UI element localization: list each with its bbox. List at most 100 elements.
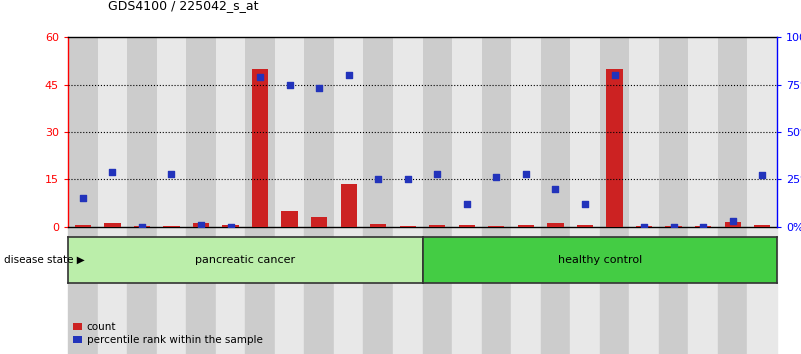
Bar — [275, 37, 304, 227]
Text: healthy control: healthy control — [557, 255, 642, 265]
Bar — [245, 227, 275, 354]
Point — [254, 74, 267, 80]
Bar — [658, 37, 688, 227]
Point — [756, 173, 769, 178]
Bar — [747, 227, 777, 354]
Bar — [311, 217, 328, 227]
Bar — [364, 37, 393, 227]
Bar — [481, 37, 511, 227]
Point — [312, 85, 325, 91]
Bar — [157, 37, 186, 227]
Bar — [429, 225, 445, 227]
Bar — [223, 225, 239, 227]
Bar — [452, 227, 481, 354]
Bar — [68, 227, 98, 354]
Bar — [127, 227, 157, 354]
Bar — [186, 37, 215, 227]
Bar — [489, 225, 505, 227]
Bar — [630, 37, 658, 227]
Text: GDS4100 / 225042_s_at: GDS4100 / 225042_s_at — [108, 0, 259, 12]
Point — [342, 72, 355, 78]
Bar — [423, 37, 452, 227]
Bar — [68, 37, 98, 227]
Bar — [511, 227, 541, 354]
Point — [224, 224, 237, 229]
Point — [431, 171, 444, 176]
Bar — [630, 227, 658, 354]
Bar — [215, 37, 245, 227]
Bar — [666, 225, 682, 227]
Bar — [193, 223, 209, 227]
Bar — [570, 37, 600, 227]
Bar — [577, 225, 593, 227]
Bar — [400, 225, 416, 227]
Bar — [393, 227, 423, 354]
Point — [461, 201, 473, 207]
Legend: count, percentile rank within the sample: count, percentile rank within the sample — [74, 322, 263, 345]
Bar — [452, 37, 481, 227]
Bar — [541, 37, 570, 227]
Point — [76, 195, 89, 201]
Bar — [252, 69, 268, 227]
Bar — [245, 37, 275, 227]
Bar — [163, 225, 179, 227]
Point — [727, 218, 739, 224]
Bar — [304, 227, 334, 354]
Point — [608, 72, 621, 78]
Point — [520, 171, 533, 176]
Point — [106, 169, 119, 175]
Bar — [636, 226, 652, 227]
Bar — [364, 227, 393, 354]
Point — [549, 186, 562, 192]
Bar — [127, 37, 157, 227]
Point — [401, 176, 414, 182]
Bar — [423, 227, 452, 354]
Point — [195, 222, 207, 228]
Bar — [600, 37, 630, 227]
Bar — [658, 227, 688, 354]
Bar — [718, 227, 747, 354]
Point — [667, 224, 680, 229]
Bar — [340, 184, 356, 227]
Bar — [481, 227, 511, 354]
Bar — [104, 223, 120, 227]
Bar — [725, 222, 741, 227]
Bar — [334, 37, 364, 227]
Bar — [98, 37, 127, 227]
Bar — [517, 225, 534, 227]
Bar — [754, 225, 771, 227]
Bar — [275, 227, 304, 354]
Bar — [281, 211, 298, 227]
Point — [284, 82, 296, 87]
Bar — [215, 227, 245, 354]
Bar — [393, 37, 423, 227]
Bar — [511, 37, 541, 227]
Text: pancreatic cancer: pancreatic cancer — [195, 255, 296, 265]
Point — [165, 171, 178, 176]
Bar — [606, 69, 622, 227]
Bar — [547, 223, 564, 227]
Point — [135, 224, 148, 229]
Point — [697, 224, 710, 229]
Bar — [541, 227, 570, 354]
Bar — [186, 227, 215, 354]
Bar — [74, 225, 91, 227]
Bar — [688, 37, 718, 227]
Text: disease state ▶: disease state ▶ — [4, 255, 85, 265]
Bar — [570, 227, 600, 354]
Bar — [370, 224, 386, 227]
Bar — [334, 227, 364, 354]
Bar — [718, 37, 747, 227]
Bar — [459, 225, 475, 227]
Bar — [98, 227, 127, 354]
Point — [578, 201, 591, 207]
Bar — [688, 227, 718, 354]
Point — [490, 175, 503, 180]
Bar — [304, 37, 334, 227]
Bar — [747, 37, 777, 227]
Bar — [600, 227, 630, 354]
Point — [638, 224, 650, 229]
Bar — [695, 225, 711, 227]
Bar — [134, 226, 150, 227]
Bar — [157, 227, 186, 354]
